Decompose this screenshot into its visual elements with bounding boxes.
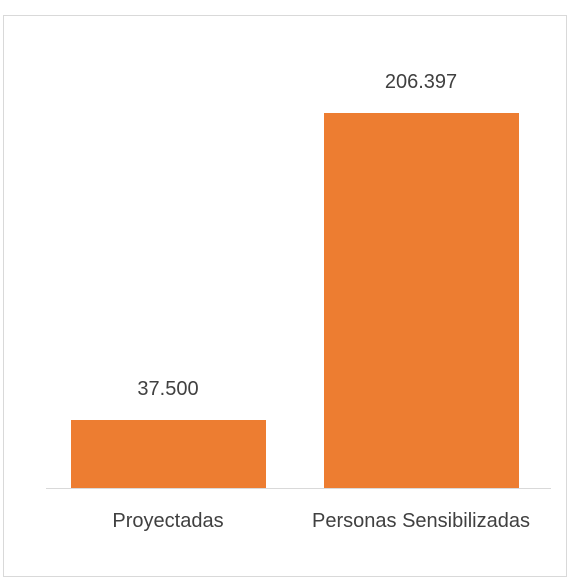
chart: 37.500 Proyectadas 206.397 Personas Sensibi… (3, 15, 567, 577)
bar (70, 419, 266, 488)
x-axis-line (46, 488, 551, 489)
data-label: 206.397 (384, 71, 458, 93)
data-label: 37.500 (137, 377, 199, 400)
x-tick-label: Personas Sensibilizadas (312, 510, 530, 532)
bar (323, 113, 519, 488)
x-tick-label: Proyectadas (112, 510, 224, 532)
